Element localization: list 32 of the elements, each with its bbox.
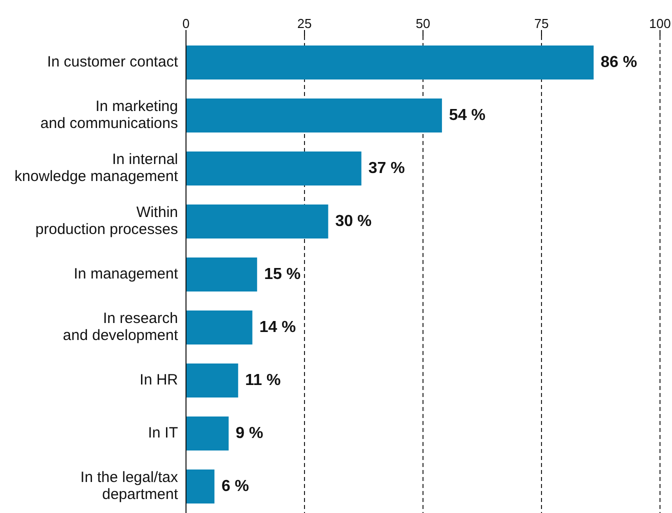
y-tick-label: In marketing and communications — [40, 98, 178, 132]
data-label: 9 % — [236, 424, 264, 442]
y-tick-label: Within production processes — [35, 204, 178, 238]
bar — [186, 98, 442, 133]
data-label: 15 % — [264, 266, 301, 283]
bar — [186, 470, 214, 504]
bar — [186, 364, 238, 398]
bar — [186, 258, 258, 292]
x-tick-label: 100 — [649, 16, 671, 31]
data-label: 11 % — [245, 372, 281, 389]
y-tick-label: In IT — [148, 424, 178, 442]
bar — [186, 152, 362, 186]
y-tick-label: In customer contact — [47, 53, 179, 70]
y-tick-label: In research and development — [62, 310, 179, 344]
y-tick-label: In management — [74, 265, 179, 282]
data-label: 86 % — [600, 54, 638, 71]
bar — [186, 416, 229, 451]
data-label: 6 % — [221, 478, 250, 495]
data-label: 54 % — [448, 106, 486, 124]
x-tick-label: 50 — [416, 16, 430, 31]
x-tick-label: 0 — [182, 16, 190, 31]
y-tick-label: In HR — [140, 371, 178, 388]
x-tick-label: 25 — [297, 16, 312, 31]
data-label: 14 % — [259, 318, 296, 336]
bar — [186, 46, 594, 80]
y-tick-label: In the legal/tax department — [80, 468, 179, 503]
data-label: 30 % — [335, 212, 372, 230]
x-tick-label: 75 — [534, 16, 549, 31]
data-label: 37 % — [368, 160, 405, 177]
y-tick-label: In internal knowledge management — [14, 150, 179, 185]
bar — [186, 204, 328, 239]
bar — [186, 310, 252, 345]
